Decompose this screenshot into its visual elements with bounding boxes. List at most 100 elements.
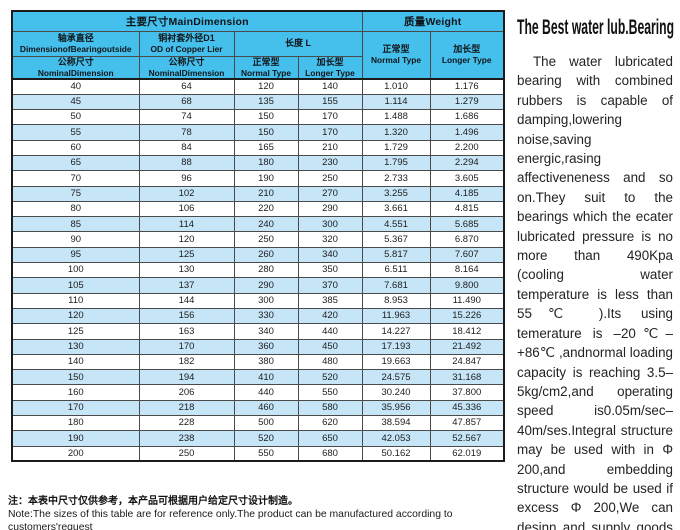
table-cell: 3.255 <box>361 185 431 202</box>
table-cell: 620 <box>297 415 363 432</box>
table-row: 170 218 460 580 35.956 45.336 <box>11 399 505 417</box>
table-cell: 47.857 <box>429 415 505 432</box>
table-row: 55 78 150 170 1.320 1.496 <box>11 124 505 141</box>
table-cell: 24.575 <box>361 369 431 386</box>
col-header-length: 长度 L <box>233 30 363 57</box>
table-cell: 330 <box>233 307 299 325</box>
table-cell: 270 <box>297 185 363 202</box>
table-cell: 170 <box>297 124 363 141</box>
col-header-bearing-en: DimensionofBearingoutside <box>19 44 132 54</box>
table-cell: 1.279 <box>429 93 505 111</box>
length-normal-en: Normal Type <box>240 67 292 78</box>
table-cell: 60 <box>11 139 140 156</box>
table-cell: 194 <box>138 369 235 386</box>
table-cell: 450 <box>297 338 363 355</box>
subheader-bearing-nominal: 公称尺寸 NominalDimension <box>11 55 140 80</box>
table-cell: 74 <box>138 109 235 126</box>
table-cell: 52.567 <box>429 430 505 447</box>
table-cell: 24.847 <box>429 353 505 371</box>
header-row-main: 主要尺寸MainDimension 质量Weight <box>11 10 505 32</box>
table-cell: 350 <box>297 262 363 279</box>
table-cell: 8.164 <box>429 262 505 279</box>
table-cell: 120 <box>138 231 235 248</box>
table-cell: 150 <box>11 369 140 386</box>
table-cell: 550 <box>233 445 299 462</box>
table-cell: 1.686 <box>429 109 505 126</box>
table-cell: 95 <box>11 246 140 264</box>
table-cell: 228 <box>138 415 235 432</box>
table-cell: 460 <box>233 399 299 417</box>
table-cell: 75 <box>11 185 140 202</box>
dimension-table: 主要尺寸MainDimension 质量Weight 轴承直径 Dimensio… <box>11 10 505 463</box>
table-cell: 45 <box>11 93 140 111</box>
table-cell: 50 <box>11 109 140 126</box>
table-cell: 1.729 <box>361 139 431 156</box>
subheader-copper-nominal: 公称尺寸 NominalDimension <box>138 55 235 80</box>
table-row: 105 137 290 370 7.681 9.800 <box>11 277 505 294</box>
table-cell: 410 <box>233 369 299 386</box>
table-cell: 50.162 <box>361 445 431 462</box>
table-row: 65 88 180 230 1.795 2.294 <box>11 154 505 172</box>
table-cell: 105 <box>11 277 140 294</box>
main-dimension-header: 主要尺寸MainDimension <box>11 10 363 32</box>
note-english: Note:The sizes of this table are for ref… <box>8 509 453 530</box>
table-cell: 280 <box>233 262 299 279</box>
header-row-subs: 公称尺寸 NominalDimension 公称尺寸 NominalDimens… <box>11 55 504 80</box>
table-cell: 80 <box>11 200 140 218</box>
table-cell: 150 <box>233 109 299 126</box>
table-row: 60 84 165 210 1.729 2.200 <box>11 139 505 156</box>
table-cell: 163 <box>138 323 235 340</box>
table-cell: 4.185 <box>429 185 505 202</box>
table-cell: 650 <box>297 430 363 447</box>
table-cell: 520 <box>297 369 363 386</box>
weight-longer-en: Longer Type <box>441 55 492 66</box>
table-cell: 190 <box>11 430 140 447</box>
table-row: 50 74 150 170 1.488 1.686 <box>11 109 505 126</box>
table-cell: 11.963 <box>361 307 431 325</box>
table-cell: 40 <box>11 77 140 95</box>
table-cell: 114 <box>138 216 235 233</box>
table-cell: 290 <box>297 200 363 218</box>
subheader-length-longer: 加长型 Longer Type <box>297 55 363 80</box>
table-cell: 5.817 <box>361 246 431 264</box>
table-cell: 360 <box>233 338 299 355</box>
col-header-copper-en: OD of Copper Lier <box>150 44 223 54</box>
table-cell: 210 <box>297 139 363 156</box>
table-cell: 170 <box>11 399 140 417</box>
table-cell: 70 <box>11 170 140 187</box>
table-cell: 160 <box>11 384 140 401</box>
table-cell: 300 <box>297 216 363 233</box>
table-cell: 37.800 <box>429 384 505 401</box>
table-row: 75 102 210 270 3.255 4.185 <box>11 185 505 202</box>
weight-longer-cn: 加长型 <box>453 44 481 55</box>
description-panel: The Best water lub.Bearing The water lub… <box>517 16 674 530</box>
table-cell: 21.492 <box>429 338 505 355</box>
table-row: 100 130 280 350 6.511 8.164 <box>11 262 505 279</box>
table-cell: 8.953 <box>361 292 431 309</box>
table-cell: 85 <box>11 216 140 233</box>
table-cell: 580 <box>297 399 363 417</box>
table-cell: 4.551 <box>361 216 431 233</box>
table-cell: 165 <box>233 139 299 156</box>
table-cell: 7.607 <box>429 246 505 264</box>
table-cell: 55 <box>11 124 140 141</box>
table-cell: 238 <box>138 430 235 447</box>
table-header: 主要尺寸MainDimension 质量Weight 轴承直径 Dimensio… <box>11 10 505 80</box>
table-cell: 340 <box>233 323 299 340</box>
table-cell: 2.200 <box>429 139 505 156</box>
table-cell: 6.511 <box>361 262 431 279</box>
header-row-groups: 轴承直径 DimensionofBearingoutside 铜衬套外径D1 O… <box>11 30 505 80</box>
table-cell: 7.681 <box>361 277 431 294</box>
table-cell: 130 <box>138 262 235 279</box>
table-cell: 140 <box>297 77 363 95</box>
table-cell: 180 <box>11 415 140 432</box>
table-cell: 420 <box>297 307 363 325</box>
table-cell: 120 <box>233 77 299 95</box>
table-cell: 2.733 <box>361 170 431 187</box>
table-cell: 500 <box>233 415 299 432</box>
col-header-weight-longer: 加长型 Longer Type <box>429 30 505 80</box>
table-cell: 156 <box>138 307 235 325</box>
table-cell: 220 <box>233 200 299 218</box>
table-row: 130 170 360 450 17.193 21.492 <box>11 338 505 355</box>
